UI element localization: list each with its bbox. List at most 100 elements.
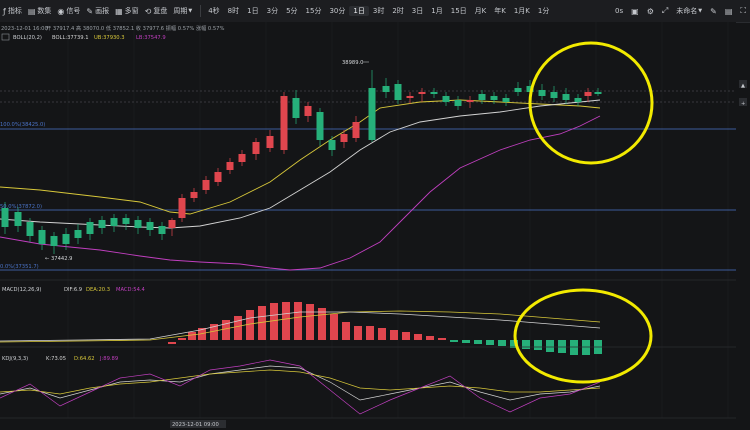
period-tab[interactable]: 1月 (431, 7, 443, 15)
eye-icon[interactable] (1, 33, 10, 41)
toolbar-item[interactable]: ▤ 数集 (25, 6, 55, 16)
fib-label-100: 100.0%(38425.0) (0, 122, 45, 128)
period-label: 周期 (173, 7, 188, 15)
candle-body (316, 112, 324, 140)
toolbar-divider (200, 5, 202, 17)
candle-body (594, 92, 602, 94)
macd-bar (354, 326, 362, 340)
period-tab[interactable]: 3分 (266, 7, 279, 15)
macd-bar (510, 340, 518, 348)
expand-icon[interactable]: ⤢ (661, 6, 669, 15)
indicator-icon: ƒ (3, 6, 6, 16)
candle-body (368, 88, 376, 140)
dataset-icon: ▤ (27, 6, 36, 16)
macd-bar (342, 322, 350, 340)
period-tab[interactable]: 30分 (329, 7, 346, 15)
period-tab[interactable]: 3日 (411, 7, 424, 15)
chevron-down-icon: ▼ (188, 8, 193, 14)
period-tab[interactable]: 4秒 (208, 7, 220, 15)
candle-body (478, 94, 486, 100)
candle-body (292, 98, 300, 118)
macd-value: MACD:54.4 (116, 287, 146, 293)
candle-body (190, 192, 198, 198)
toolbar-right: 0s ▣ ⚙ ⤢ 未命名 ▼ ✎ ▤ ⛶ (607, 0, 746, 22)
kdj-k-value: K:73.05 (46, 356, 66, 362)
kdj-j-value: J:89.89 (99, 356, 118, 362)
macd-bar (582, 340, 590, 355)
candle-body (454, 100, 462, 106)
chevron-up-icon: ▲ (741, 83, 745, 89)
toolbar: ƒ 指标 ▤ 数集 ◉ 信号 ✎ 画报 ▦ 多窗 ⟲ 复盘 周期 ▼ 4秒 8时 1日 3分 5分 15… (0, 0, 750, 23)
period-tab[interactable]: 8时 (227, 7, 240, 15)
candle-body (98, 220, 106, 228)
macd-bar (318, 308, 326, 340)
period-tab[interactable]: 15日 (450, 7, 467, 15)
candle-body (14, 212, 22, 226)
layout-icon[interactable]: ▤ (724, 6, 733, 16)
candle-body (340, 134, 348, 142)
candle-body (50, 236, 58, 246)
candle-body (158, 226, 166, 234)
add-button[interactable] (739, 98, 747, 106)
toolbar-item[interactable]: ƒ 指标 (0, 6, 25, 16)
candle-body (252, 142, 260, 154)
scroll-up-button[interactable] (739, 80, 747, 88)
camera-icon[interactable]: ▣ (631, 6, 639, 16)
candle-body (214, 172, 222, 182)
macd-bar (234, 316, 242, 340)
boll-lines (0, 99, 601, 271)
macd-bar (188, 332, 196, 340)
period-tab[interactable]: 1日 (247, 7, 259, 15)
period-tab[interactable]: 1月K (513, 7, 530, 15)
period-tabs: 4秒 8时 1日 3分 5分 15分 30分 1日 3时 2时 3日 1月 15日 月K 年K 1月K 1分 (204, 6, 553, 16)
high-price-label: 38989.0 (342, 60, 363, 66)
save-label[interactable]: 未命名 (676, 7, 698, 15)
period-tab[interactable]: 1日 (349, 6, 369, 16)
candle-body (168, 220, 176, 228)
period-tab[interactable]: 2时 (392, 7, 404, 15)
time-label: 2023-12-01 09:00 (172, 422, 219, 428)
edit-icon[interactable]: ✎ (710, 6, 717, 16)
replay-icon: ⟲ (144, 6, 152, 16)
candle-body (226, 162, 234, 170)
multiwindow-icon: ▦ (115, 6, 123, 16)
candle-body (38, 230, 46, 244)
plus-icon: + (741, 101, 745, 107)
macd-histogram (0, 302, 602, 355)
macd-bar (294, 302, 302, 340)
macd-bar (168, 342, 176, 344)
candle-body (26, 222, 34, 236)
toolbar-item[interactable]: ▦ 多窗 (112, 6, 142, 16)
toolbar-item[interactable]: ⟲ 复盘 (142, 6, 171, 16)
period-tab[interactable]: 年K (494, 7, 506, 15)
period-menu[interactable]: 周期 ▼ (170, 6, 197, 16)
candles (1, 70, 602, 254)
period-tab[interactable]: 3时 (372, 7, 385, 15)
candle-body (538, 90, 546, 96)
candle-body (550, 92, 558, 98)
candle-body (502, 98, 510, 102)
candlestick-chart[interactable]: 2023-12-01 16:00 开 37917.4 高 38070.0 低 3… (0, 22, 750, 430)
kdj-d-line (0, 369, 601, 395)
macd-bar (178, 338, 186, 340)
period-tab[interactable]: 5分 (286, 7, 298, 15)
settings-icon[interactable]: ⚙ (646, 6, 654, 16)
boll-lb-value: LB:37547.9 (136, 35, 166, 41)
macd-bar (402, 332, 410, 340)
boll-name: BOLL(20,2) (13, 35, 42, 41)
macd-bar (222, 320, 230, 340)
candle-body (418, 92, 426, 94)
macd-bar (378, 328, 386, 340)
toolbar-item[interactable]: ◉ 信号 (54, 6, 83, 16)
fullscreen-icon[interactable]: ⛶ (740, 6, 746, 15)
toolbar-item[interactable]: ✎ 画报 (83, 6, 112, 16)
macd-bar (486, 340, 494, 345)
period-tab[interactable]: 15分 (305, 7, 322, 15)
period-tab[interactable]: 月K (474, 7, 487, 15)
candle-datetime: 2023-12-01 16:00 (1, 26, 48, 32)
macd-bar (210, 324, 218, 340)
price-pane (0, 22, 736, 280)
macd-bar (366, 326, 374, 340)
period-tab[interactable]: 1分 (537, 7, 550, 15)
macd-bar (426, 336, 434, 340)
